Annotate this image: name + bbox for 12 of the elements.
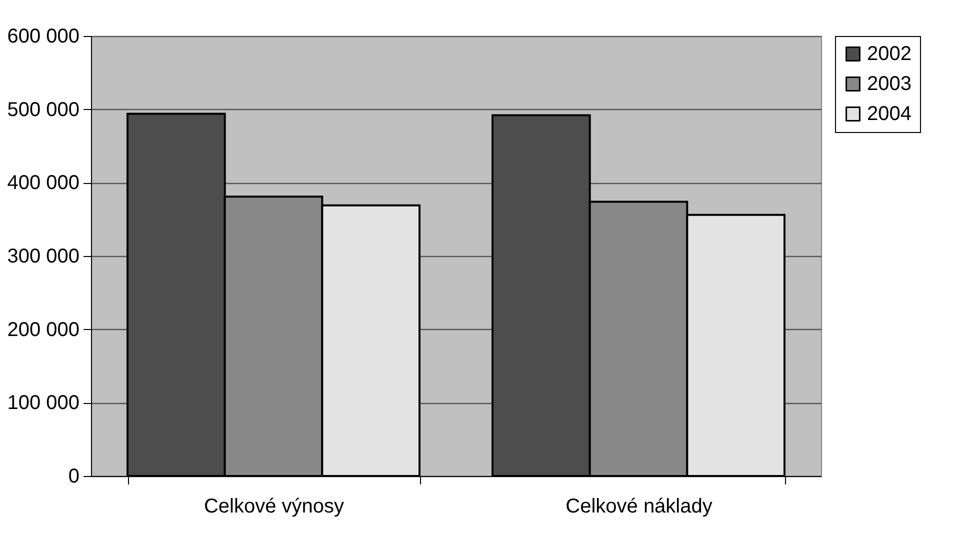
y-tick-label: 200 000: [7, 318, 80, 341]
x-tick-label: Celkové náklady: [566, 496, 712, 518]
y-tick-label: 100 000: [7, 392, 80, 414]
legend-label: 2004: [867, 103, 912, 125]
legend-label: 2002: [867, 43, 912, 65]
y-tick-label: 0: [68, 466, 80, 488]
y-tick-label: 300 000: [7, 246, 80, 268]
y-tick-label: 400 000: [7, 172, 80, 194]
x-tick-label: Celkové výnosy: [204, 496, 344, 518]
y-tick-label: 500 000: [7, 98, 80, 121]
y-tick-label: 600 000: [7, 26, 80, 48]
legend-label: 2003: [867, 73, 912, 95]
